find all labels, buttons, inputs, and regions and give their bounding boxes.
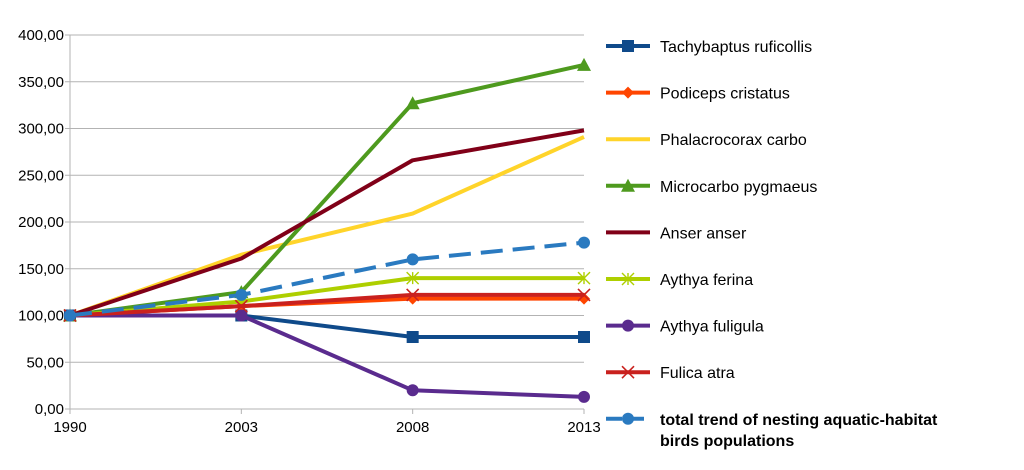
legend-item: total trend of nesting aquatic-habitat bi…	[606, 412, 938, 450]
data-point	[235, 309, 248, 322]
data-point	[578, 331, 590, 344]
data-point	[235, 288, 248, 301]
marker-stroke	[234, 299, 248, 313]
legend-item: Podiceps cristatus	[606, 86, 790, 103]
data-point	[578, 236, 590, 249]
legend-label: total trend of nesting aquatic-habitat	[660, 412, 938, 429]
legend-label: Anser anser	[660, 225, 747, 242]
x-tick-labels: 1990 2003 2008 2013	[53, 419, 600, 436]
data-point	[406, 288, 420, 302]
legend-label: Aythya fuligula	[660, 319, 764, 336]
legend-marker	[621, 365, 635, 379]
marker-stroke	[406, 288, 420, 302]
x-tick-label: 1990	[53, 419, 86, 436]
legend-marker	[621, 178, 635, 192]
legend: Tachybaptus ruficollis Podiceps cristatus…	[606, 39, 938, 450]
legend-label: Aythya ferina	[660, 272, 753, 289]
legend-label: Microcarbo pygmaeus	[660, 179, 817, 196]
data-point	[64, 309, 76, 322]
legend-label: Podiceps cristatus	[660, 86, 790, 103]
y-tick-label: 200,00	[18, 214, 64, 231]
legend-label: Tachybaptus ruficollis	[660, 39, 812, 56]
series-line	[69, 276, 584, 318]
series-line	[69, 240, 585, 318]
legend-marker	[622, 319, 634, 332]
data-point	[577, 57, 591, 71]
data-point	[406, 384, 419, 397]
data-point	[234, 299, 248, 313]
marker-stroke	[577, 288, 591, 302]
legend-label: birds populations	[660, 433, 794, 450]
legend-item: Aythya ferina	[606, 272, 753, 289]
y-tick-label: 250,00	[18, 167, 64, 184]
series-7	[64, 309, 590, 403]
y-tick-label: 0,00	[35, 401, 64, 418]
y-tick-label: 300,00	[18, 121, 64, 138]
legend-marker	[622, 412, 634, 425]
data-point	[406, 331, 419, 344]
legend-item: Microcarbo pygmaeus	[606, 178, 817, 196]
legend-item: Fulica atra	[606, 365, 735, 382]
marker-stroke	[621, 365, 635, 379]
x-tick-label: 2008	[396, 419, 429, 436]
data-point	[406, 271, 420, 285]
data-point	[578, 390, 590, 403]
data-point	[406, 253, 419, 266]
data-point	[405, 96, 420, 110]
data-point	[577, 271, 591, 285]
legend-label: Phalacrocorax carbo	[660, 132, 807, 149]
data-point	[577, 288, 591, 302]
y-tick-labels: 0,00 50,00 100,00 150,00 200,00 250,00 300,00 3…	[18, 27, 64, 418]
axes	[65, 34, 585, 414]
y-tick-label: 100,00	[18, 308, 64, 325]
y-tick-label: 350,00	[18, 74, 64, 91]
series-line	[70, 313, 585, 399]
legend-marker	[622, 86, 634, 99]
series-line	[70, 313, 584, 340]
series-4	[63, 57, 591, 322]
series-9	[64, 236, 590, 322]
legend-marker	[622, 40, 634, 52]
y-tick-label: 400,00	[18, 27, 64, 44]
legend-item: Tachybaptus ruficollis	[606, 39, 812, 56]
legend-label: Fulica atra	[660, 365, 735, 382]
series-line	[69, 62, 585, 318]
legend-item: Aythya fuligula	[606, 319, 764, 336]
y-tick-label: 150,00	[18, 261, 64, 278]
x-tick-label: 2003	[225, 419, 258, 436]
legend-item: Anser anser	[606, 225, 747, 242]
series-5	[69, 128, 585, 318]
series-lines	[63, 57, 591, 403]
x-tick-label: 2013	[567, 419, 600, 436]
legend-item: Phalacrocorax carbo	[606, 132, 807, 149]
y-tick-label: 50,00	[26, 354, 64, 371]
legend-marker	[621, 272, 635, 286]
series-line	[69, 292, 584, 318]
series-line	[69, 128, 585, 318]
